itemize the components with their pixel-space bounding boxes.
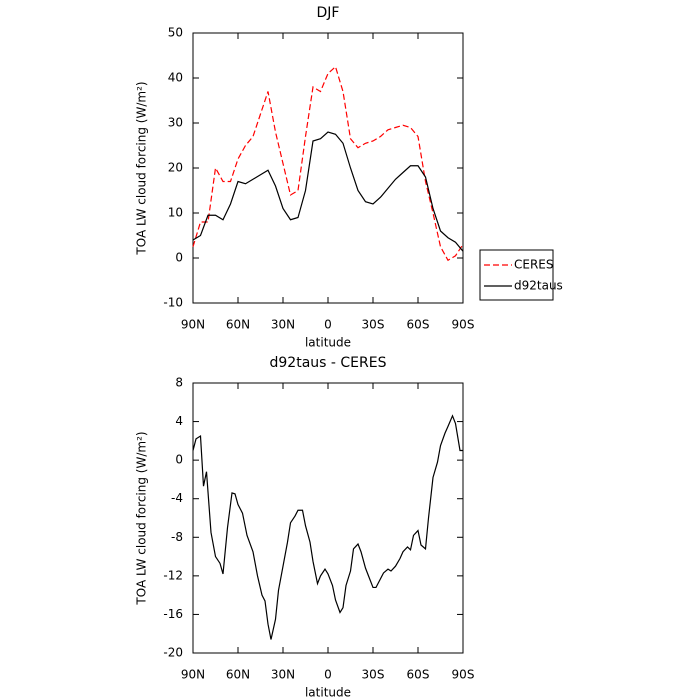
x-tick-label: 90N [181,318,205,332]
y-tick-label: 4 [175,414,183,428]
x-tick-label: 30S [362,318,385,332]
plot-frame [192,382,464,654]
y-tick-label: -4 [171,491,183,505]
y-tick-label: 10 [168,206,183,220]
x-tick-label: 30S [362,668,385,682]
x-tick-label: 60N [226,318,250,332]
y-axis-label: TOA LW cloud forcing (W/m²) [135,431,149,605]
y-axis-label: TOA LW cloud forcing (W/m²) [135,81,149,255]
series-line [192,131,464,252]
legend-label: CERES [514,258,554,272]
y-tick-label: 40 [168,71,183,85]
x-tick-label: 90N [181,668,205,682]
legend-box [479,249,554,301]
x-tick-label: 60N [226,668,250,682]
x-tick-label: 90S [452,318,475,332]
series-line [192,65,464,262]
chart-title: DJF [317,5,340,21]
x-axis-label: latitude [305,686,351,700]
y-tick-label: -8 [171,530,183,544]
y-tick-label: -10 [163,296,183,310]
x-tick-label: 0 [324,668,332,682]
y-tick-label: -20 [163,646,183,660]
y-tick-label: 0 [175,251,183,265]
chart-title: d92taus - CERES [270,355,387,371]
y-tick-label: -16 [163,607,183,621]
y-tick-label: -12 [163,568,183,582]
x-tick-label: 0 [324,318,332,332]
y-tick-label: 8 [175,376,183,390]
x-tick-label: 30N [271,668,295,682]
data-line [192,414,463,640]
plot-frame [192,32,464,304]
y-tick-label: 20 [168,161,183,175]
legend-label: d92taus [514,279,563,293]
y-tick-label: 50 [168,26,183,40]
x-tick-label: 30N [271,318,295,332]
y-tick-label: 30 [168,116,183,130]
x-axis-label: latitude [305,336,351,350]
x-tick-label: 60S [407,318,430,332]
x-tick-label: 60S [407,668,430,682]
y-tick-label: 0 [175,453,183,467]
x-tick-label: 90S [452,668,475,682]
